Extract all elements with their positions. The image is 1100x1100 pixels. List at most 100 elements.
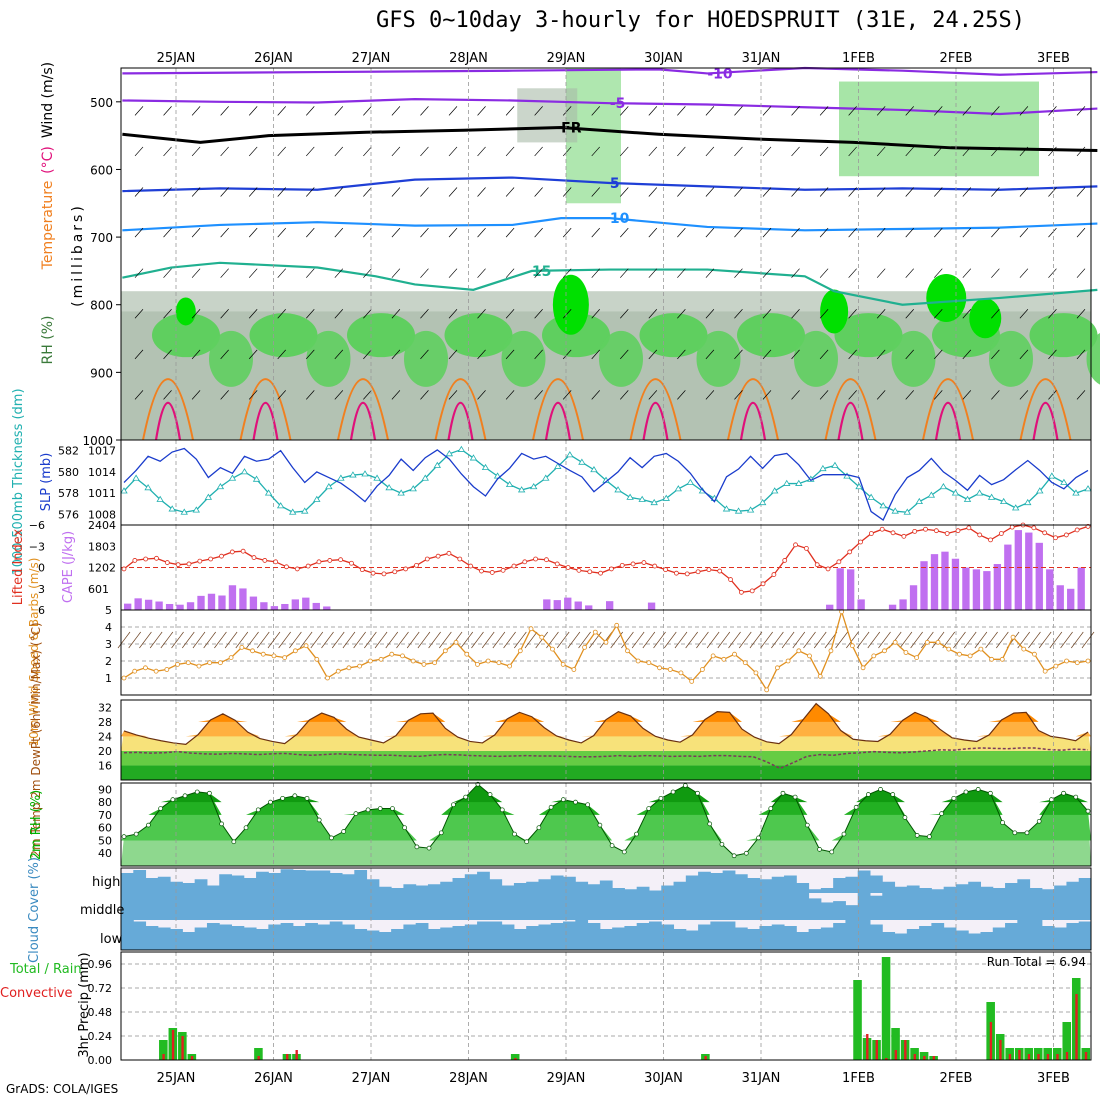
rh-point	[121, 834, 127, 839]
rh-point	[499, 807, 505, 813]
cloud-bar	[882, 893, 896, 920]
wind-barb	[534, 390, 543, 400]
wind-speed-series-point	[989, 656, 994, 662]
wind-barb	[534, 187, 543, 197]
wind-barb	[306, 187, 315, 197]
wind-barb	[620, 390, 629, 400]
cloud-bar	[599, 929, 613, 950]
precip-total-bar	[254, 1048, 263, 1060]
wind-barb	[631, 631, 645, 649]
wind-barb	[934, 390, 943, 400]
thickness-series-point	[855, 482, 863, 490]
wind-barb	[991, 390, 1000, 400]
wind-barb	[620, 227, 629, 238]
thickness-series-point	[1084, 485, 1092, 492]
wind-barb	[1071, 631, 1084, 649]
wind-barb	[705, 146, 715, 157]
wind-barb	[248, 309, 258, 319]
rh-moist-blob	[737, 313, 805, 358]
ylabel-thickness: 1000-500mb Thickness (dm)	[11, 388, 26, 575]
wind-barb	[819, 309, 829, 319]
rh-area	[121, 784, 1091, 803]
precip-conv-bar	[181, 1036, 184, 1060]
wind-barb	[985, 631, 998, 649]
thickness-series-point	[445, 450, 454, 457]
cape-bar	[962, 567, 970, 610]
rh-upper-moist	[517, 88, 578, 143]
thickness-series-point	[132, 474, 140, 481]
wind-barb	[762, 349, 772, 360]
wind-barb	[962, 390, 972, 400]
wind-speed-series-point	[132, 668, 138, 674]
cloud-bar	[1054, 927, 1067, 950]
wind-speed-series-point	[614, 622, 620, 628]
cape-bar	[124, 603, 132, 610]
ytick-label-left: 582	[58, 445, 79, 458]
wind-barb	[163, 268, 172, 278]
wind-barb	[334, 268, 344, 278]
cloud-bar	[1078, 893, 1092, 920]
lifted-index-series-point	[814, 562, 820, 568]
thickness-series-point	[168, 505, 176, 512]
wind-barb	[856, 631, 870, 649]
cloud-bar	[415, 893, 429, 920]
rh-point	[402, 825, 408, 831]
lifted-index-series-point	[706, 567, 712, 573]
wind-barb	[762, 146, 772, 157]
wind-speed-series-point	[143, 665, 148, 671]
wind-barb	[677, 268, 686, 278]
thickness-series-point	[469, 454, 478, 461]
cloud-bar	[833, 901, 846, 920]
wind-barb	[556, 631, 570, 649]
lifted-index-series-point	[457, 556, 463, 562]
wind-barb	[534, 349, 543, 360]
wind-barb	[717, 631, 731, 649]
cloud-bar	[231, 875, 245, 893]
wind-speed-series-point	[367, 658, 373, 664]
cloud-bar	[931, 923, 945, 950]
wind-speed-series-point	[1010, 634, 1016, 640]
precip-conv-bar	[162, 1054, 165, 1060]
thickness-series-point	[325, 482, 333, 490]
rh-point	[280, 795, 285, 801]
cloud-bar	[231, 893, 245, 920]
wind-barb	[653, 631, 666, 649]
cloud-bar	[734, 874, 748, 893]
wind-barb	[420, 390, 429, 400]
ytick-label: 16	[98, 759, 112, 772]
cloud-bar	[194, 927, 208, 950]
rh-point	[841, 831, 847, 837]
thickness-series-point	[903, 508, 911, 515]
cloud-bar	[378, 893, 392, 920]
rh-point	[1073, 794, 1079, 800]
wind-barb	[876, 146, 886, 157]
wind-barb	[762, 309, 772, 319]
cloud-bar	[292, 893, 306, 920]
cape-bar	[144, 599, 153, 610]
wind-speed-series-point	[153, 668, 159, 674]
rh-moist-blob	[249, 313, 318, 358]
rh-moist-blob	[209, 330, 253, 387]
wind-speed-series-point	[1064, 658, 1069, 664]
wind-speed-series-point	[432, 660, 438, 666]
wind-barb	[591, 146, 600, 157]
panel-frame	[120, 609, 1092, 696]
hot-contour	[739, 402, 767, 441]
ytick-label-right: 1011	[88, 487, 116, 500]
precip-conv-bar	[257, 1056, 260, 1060]
thickness-series-point	[1011, 504, 1020, 511]
thickness-series-point	[999, 497, 1008, 505]
cloud-bar	[1029, 893, 1043, 920]
wind-barb	[192, 631, 206, 649]
wind-barb	[277, 349, 286, 360]
thickness-series-point	[638, 495, 646, 502]
cloud-bar	[1054, 893, 1067, 920]
ytick-label-left: 3	[38, 583, 45, 596]
ytick-label: 32	[98, 701, 112, 714]
cloud-bar	[698, 924, 711, 950]
cloud-bar	[784, 875, 797, 893]
cape-bar	[155, 601, 163, 610]
wind-speed-series-point	[764, 687, 770, 693]
lifted-index-series-point	[619, 562, 625, 568]
cape-bar	[218, 595, 226, 610]
